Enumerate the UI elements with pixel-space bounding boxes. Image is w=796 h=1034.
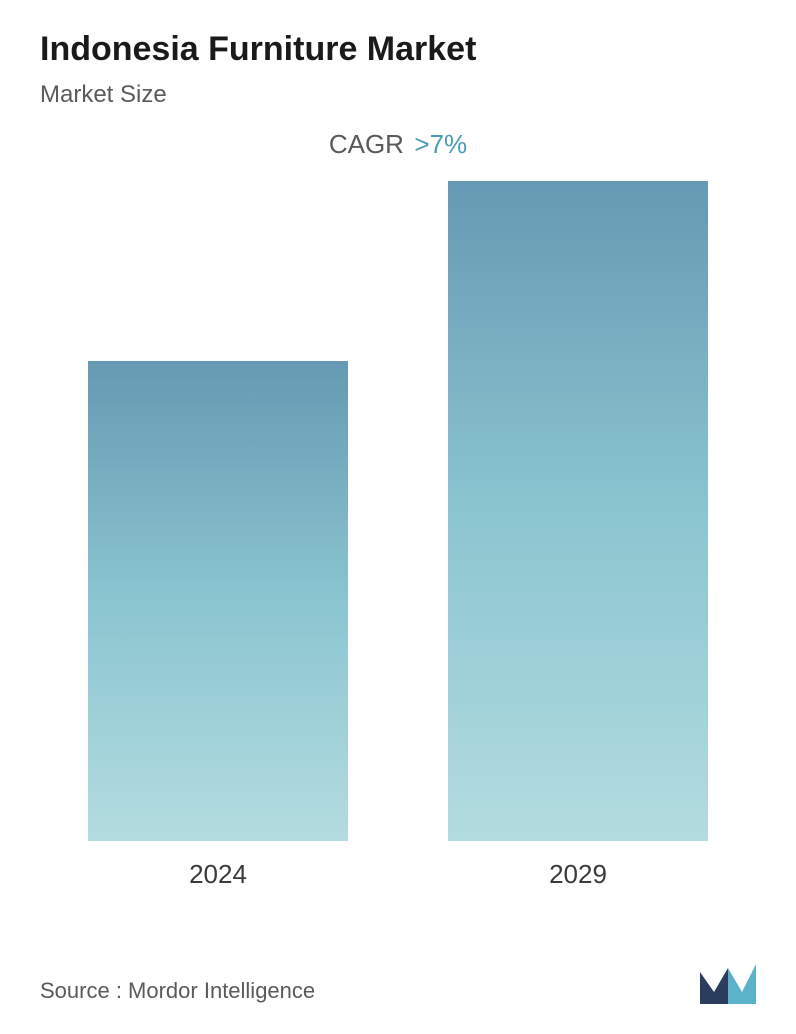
footer: Source : Mordor Intelligence [40,964,756,1004]
bar-1 [448,181,708,841]
bar-group-0: 2024 [88,361,348,890]
mordor-logo-icon [700,964,756,1004]
bar-label-0: 2024 [189,859,247,890]
cagr-value: >7% [414,129,467,159]
chart-area: 2024 2029 [40,210,756,890]
bar-label-1: 2029 [549,859,607,890]
chart-title: Indonesia Furniture Market [40,30,756,69]
cagr-label: CAGR [329,129,404,159]
chart-subtitle: Market Size [40,81,756,109]
bar-0 [88,361,348,841]
bar-group-1: 2029 [448,181,708,890]
cagr-row: CAGR >7% [40,129,756,160]
source-text: Source : Mordor Intelligence [40,978,315,1004]
